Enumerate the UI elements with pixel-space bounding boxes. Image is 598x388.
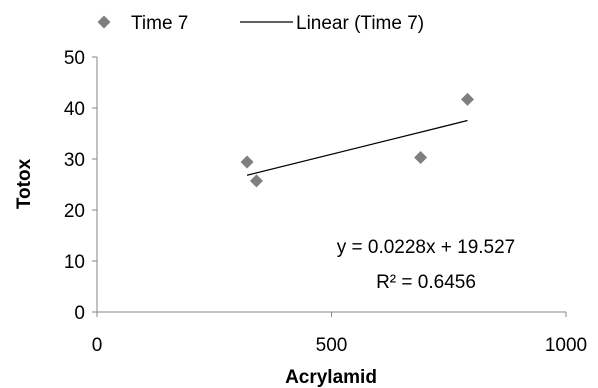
y-axis-title: Totox xyxy=(14,158,35,209)
y-tick-label: 40 xyxy=(64,99,85,120)
y-tick-label: 50 xyxy=(64,48,85,69)
x-tick-label: 1000 xyxy=(545,335,587,356)
data-point xyxy=(414,150,428,164)
data-point xyxy=(240,155,254,169)
x-tick-label: 0 xyxy=(92,335,103,356)
y-tick-label: 0 xyxy=(74,303,85,324)
x-axis-title: Acrylamid xyxy=(285,367,377,388)
trendline-r-squared: R² = 0.6456 xyxy=(376,272,476,293)
y-tick-label: 20 xyxy=(64,201,85,222)
data-point xyxy=(249,174,263,188)
x-tick-label: 500 xyxy=(316,335,348,356)
y-ticks: 0 10 20 30 40 50 xyxy=(64,48,97,324)
y-tick-label: 10 xyxy=(64,252,85,273)
y-tick-label: 30 xyxy=(64,150,85,171)
legend-label-linear: Linear (Time 7) xyxy=(296,13,424,34)
trendline-linear xyxy=(246,119,468,176)
legend: Time 7 Linear (Time 7) xyxy=(97,13,424,34)
legend-label-time-7: Time 7 xyxy=(131,13,188,34)
data-points xyxy=(240,92,475,188)
legend-marker-time-7 xyxy=(97,15,111,29)
data-point xyxy=(461,92,475,106)
x-ticks: 0 500 1000 xyxy=(92,312,587,356)
trendline-equation: y = 0.0228x + 19.527 xyxy=(337,237,516,258)
axes xyxy=(96,57,566,313)
